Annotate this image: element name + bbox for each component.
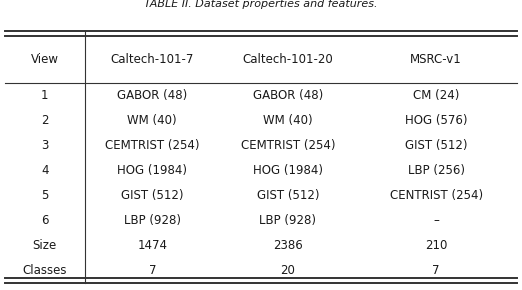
Text: GIST (512): GIST (512) (121, 189, 184, 202)
Text: 210: 210 (425, 239, 447, 252)
Text: WM (40): WM (40) (263, 114, 313, 127)
Text: –: – (433, 214, 439, 227)
Text: View: View (31, 53, 59, 66)
Text: LBP (928): LBP (928) (259, 214, 316, 227)
Text: 20: 20 (280, 264, 295, 277)
Text: CEMTRIST (254): CEMTRIST (254) (105, 139, 199, 152)
Text: Classes: Classes (22, 264, 67, 277)
Text: LBP (928): LBP (928) (124, 214, 181, 227)
Text: LBP (256): LBP (256) (408, 164, 465, 177)
Text: 7: 7 (149, 264, 156, 277)
Text: 6: 6 (41, 214, 49, 227)
Text: CEMTRIST (254): CEMTRIST (254) (241, 139, 335, 152)
Text: 2: 2 (41, 114, 49, 127)
Text: HOG (576): HOG (576) (405, 114, 468, 127)
Text: 3: 3 (41, 139, 49, 152)
Text: 2386: 2386 (273, 239, 303, 252)
Text: GABOR (48): GABOR (48) (117, 89, 187, 102)
Text: TABLE II. Dataset properties and features.: TABLE II. Dataset properties and feature… (144, 0, 378, 9)
Text: GABOR (48): GABOR (48) (253, 89, 323, 102)
Text: 1: 1 (41, 89, 49, 102)
Text: HOG (1984): HOG (1984) (117, 164, 187, 177)
Text: 1474: 1474 (137, 239, 167, 252)
Text: HOG (1984): HOG (1984) (253, 164, 323, 177)
Text: CENTRIST (254): CENTRIST (254) (389, 189, 483, 202)
Text: GIST (512): GIST (512) (257, 189, 319, 202)
Text: Caltech-101-7: Caltech-101-7 (111, 53, 194, 66)
Text: WM (40): WM (40) (127, 114, 177, 127)
Text: MSRC-v1: MSRC-v1 (410, 53, 462, 66)
Text: 4: 4 (41, 164, 49, 177)
Text: 7: 7 (432, 264, 440, 277)
Text: Size: Size (33, 239, 57, 252)
Text: CM (24): CM (24) (413, 89, 459, 102)
Text: Caltech-101-20: Caltech-101-20 (243, 53, 333, 66)
Text: 5: 5 (41, 189, 49, 202)
Text: GIST (512): GIST (512) (405, 139, 468, 152)
